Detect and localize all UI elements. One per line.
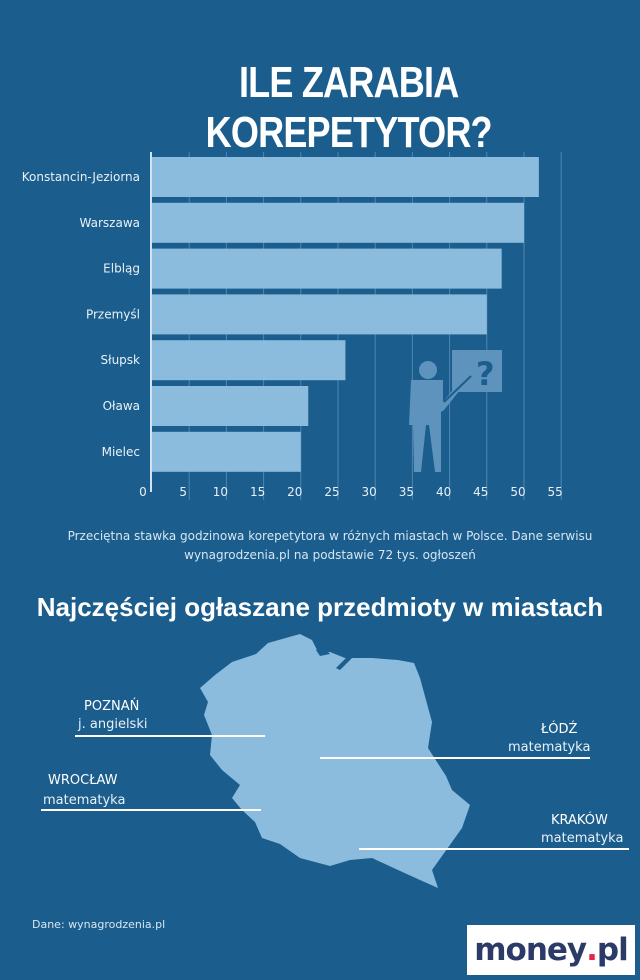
bar <box>152 340 346 381</box>
x-tick-label: 30 <box>362 485 377 499</box>
pointer-line-wroclaw <box>41 809 261 811</box>
category-label: Warszawa <box>80 216 140 230</box>
section-title: Najczęściej ogłaszane przedmioty w miast… <box>36 592 604 622</box>
x-tick-label: 10 <box>213 485 228 499</box>
category-label: Słupsk <box>101 353 141 367</box>
money-pl-logo: money. pl <box>467 925 635 975</box>
x-tick-label: 25 <box>324 485 339 499</box>
subject-label-wroclaw: matematyka <box>43 793 126 808</box>
bar <box>152 431 301 472</box>
bar-chart: Konstancin-Jeziorna Warszawa Elbląg Przemyś… <box>22 152 563 500</box>
x-tick-label: 35 <box>399 485 414 499</box>
category-label: Konstancin-Jeziorna <box>22 170 140 184</box>
pointer-line-lodz <box>320 757 590 759</box>
x-tick-label: 15 <box>250 485 265 499</box>
chart-caption: Przeciętna stawka godzinowa korepetytora… <box>67 529 593 562</box>
logo-suffix: pl <box>596 932 629 968</box>
teacher-icon: ? <box>409 350 502 472</box>
subject-label-krakow: matematyka <box>541 831 624 846</box>
x-tick-label: 50 <box>510 485 525 499</box>
bar <box>152 248 502 289</box>
page-title: ILE ZARABIA KOREPETYTOR? <box>205 58 493 157</box>
pointer-line-poznan <box>75 735 265 737</box>
bar <box>152 386 309 426</box>
x-tick-label: 45 <box>473 485 488 499</box>
city-label-wroclaw: WROCŁAW <box>48 773 118 788</box>
x-tick-label: 40 <box>436 485 451 499</box>
category-label: Mielec <box>102 445 140 459</box>
bar <box>152 157 539 197</box>
category-label: Elbląg <box>103 262 140 276</box>
subject-label-lodz: matematyka <box>508 740 591 755</box>
logo-text: money <box>474 932 587 968</box>
bar <box>152 202 524 243</box>
x-tick-label: 0 <box>139 485 147 499</box>
x-tick-label: 55 <box>548 485 563 499</box>
logo-dot: . <box>586 932 598 968</box>
pointer-line-krakow <box>359 848 629 850</box>
bar <box>152 294 487 335</box>
city-label-krakow: KRAKÓW <box>551 813 608 828</box>
svg-text:?: ? <box>476 355 495 393</box>
source-note: Dane: wynagrodzenia.pl <box>32 918 166 931</box>
category-label: Oława <box>103 399 140 413</box>
city-label-poznan: POZNAŃ <box>84 699 140 714</box>
x-tick-label: 20 <box>287 485 302 499</box>
subject-label-poznan: j. angielski <box>78 717 148 732</box>
city-label-lodz: ŁÓDŹ <box>541 722 578 737</box>
category-label: Przemyśl <box>86 307 140 321</box>
x-tick-label: 5 <box>179 485 187 499</box>
poland-map <box>200 634 470 888</box>
